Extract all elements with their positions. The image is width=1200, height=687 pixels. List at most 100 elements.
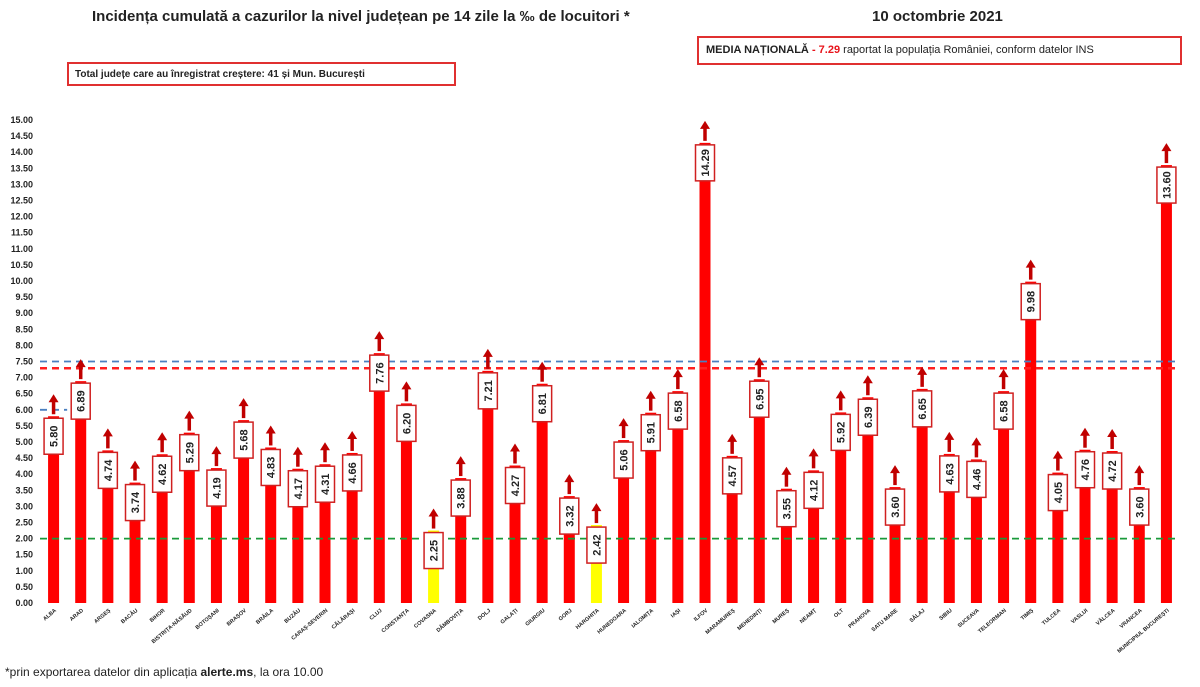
y-tick-label: 0.50 — [15, 582, 33, 592]
value-label-box — [97, 451, 119, 490]
value-label-box — [776, 489, 797, 528]
x-tick-label: TULCEA — [1041, 608, 1062, 627]
y-tick-label: 13.50 — [10, 163, 33, 173]
increase-arrow-icon — [428, 508, 439, 517]
bars-group — [48, 142, 1172, 603]
bar — [753, 379, 765, 603]
value-label: 4.72 — [1107, 460, 1119, 481]
national-average-box: MEDIA NAȚIONALĂ - 7.29 raportat la popul… — [697, 36, 1182, 65]
x-tick-label: HARGHITA — [575, 608, 601, 631]
bar — [1079, 449, 1091, 603]
value-label-box — [124, 483, 146, 522]
x-tick-label: BACĂU — [120, 607, 140, 625]
bar — [183, 432, 195, 603]
increase-arrow-icon — [1025, 259, 1036, 268]
bar — [129, 482, 141, 603]
bar — [780, 488, 792, 603]
value-label-box — [1020, 282, 1041, 321]
value-label-box — [857, 398, 879, 436]
value-label: 4.27 — [510, 475, 522, 496]
value-label-box — [1074, 450, 1096, 489]
value-label-box — [939, 455, 960, 493]
increase-arrow-icon — [1134, 465, 1145, 474]
bar — [943, 453, 955, 603]
increase-arrow-icon — [537, 361, 548, 370]
value-label-box — [1101, 452, 1123, 490]
value-label: 6.89 — [76, 390, 88, 411]
value-label: 5.80 — [49, 426, 61, 447]
value-label-box — [884, 488, 906, 526]
bar — [672, 391, 684, 603]
x-tick-label: IAȘI — [670, 608, 682, 620]
increase-arrow-icon — [917, 366, 928, 375]
bar — [1025, 281, 1037, 603]
value-label: 3.60 — [890, 496, 902, 517]
value-label: 2.42 — [591, 534, 603, 555]
national-average-separator: - — [811, 44, 816, 56]
x-tick-label: TELEORMAN — [977, 608, 1008, 635]
x-tick-label: GIURGIU — [525, 608, 547, 628]
y-tick-label: 2.00 — [15, 534, 33, 544]
increase-arrow-icon — [700, 120, 710, 129]
bar — [238, 420, 250, 603]
bar — [1106, 451, 1118, 603]
value-label: 6.95 — [754, 388, 766, 409]
x-tick-label: CLUJ — [369, 608, 384, 622]
y-tick-label: 7.50 — [15, 357, 33, 367]
increase-arrow-icon — [401, 381, 412, 390]
bar — [726, 455, 738, 603]
y-tick-label: 9.50 — [15, 292, 33, 302]
bar — [1160, 165, 1172, 603]
increase-arrow-icon — [1107, 429, 1118, 438]
chart-title: Incidența cumulată a cazurilor la nivel … — [92, 8, 630, 25]
value-label-box — [151, 455, 173, 493]
x-tick-label: BRAȘOV — [226, 608, 248, 628]
y-tick-label: 4.00 — [15, 469, 33, 479]
value-label: 3.74 — [130, 491, 142, 513]
value-label: 3.55 — [781, 498, 793, 519]
y-tick-label: 8.50 — [15, 324, 33, 334]
y-tick-label: 9.00 — [15, 308, 33, 318]
value-label: 14.29 — [700, 149, 712, 177]
bar — [102, 450, 114, 603]
bar — [48, 416, 60, 603]
value-label-box — [206, 469, 227, 507]
x-tick-label: GALAȚI — [500, 608, 520, 626]
increase-arrow-icon — [890, 465, 900, 474]
value-label: 6.39 — [863, 407, 875, 428]
value-label-box — [830, 413, 851, 452]
y-tick-label: 2.50 — [15, 518, 33, 528]
value-label: 4.31 — [320, 474, 332, 495]
x-tick-label: DÂMBOVIȚA — [435, 607, 465, 634]
increase-arrow-icon — [971, 437, 982, 446]
value-label: 5.06 — [619, 449, 631, 470]
value-label-box — [179, 433, 200, 472]
increase-arrow-icon — [591, 503, 602, 512]
value-label: 5.29 — [184, 442, 196, 463]
footnote: *prin exportarea datelor din aplicația a… — [5, 665, 323, 679]
y-tick-label: 15.00 — [10, 115, 33, 125]
y-tick-label: 3.00 — [15, 501, 33, 511]
increase-arrow-icon — [618, 418, 629, 427]
y-tick-label: 11.00 — [11, 244, 33, 254]
x-tick-label: GORJ — [558, 608, 574, 623]
increase-arrow-icon — [347, 430, 358, 439]
footnote-prefix: *prin exportarea datelor din aplicația — [5, 665, 201, 679]
footnote-app: alerte.ms — [200, 665, 254, 679]
value-label: 4.17 — [293, 478, 305, 499]
national-average-label: MEDIA NAȚIONALĂ — [706, 44, 809, 56]
x-tick-label: VRANCEA — [1119, 608, 1144, 630]
value-label-box — [911, 390, 933, 428]
value-label: 5.92 — [836, 422, 848, 443]
value-label: 6.20 — [401, 413, 413, 434]
value-label-box — [993, 392, 1014, 430]
bar — [563, 496, 575, 603]
value-label: 4.12 — [809, 480, 821, 501]
increase-arrow-icon — [1080, 427, 1090, 436]
x-tick-label: COVASNA — [413, 608, 438, 630]
increase-arrow-icon — [75, 359, 86, 368]
value-label: 4.46 — [971, 469, 983, 490]
increase-arrow-icon — [102, 428, 113, 437]
y-tick-label: 3.50 — [15, 485, 33, 495]
bar — [156, 454, 168, 603]
